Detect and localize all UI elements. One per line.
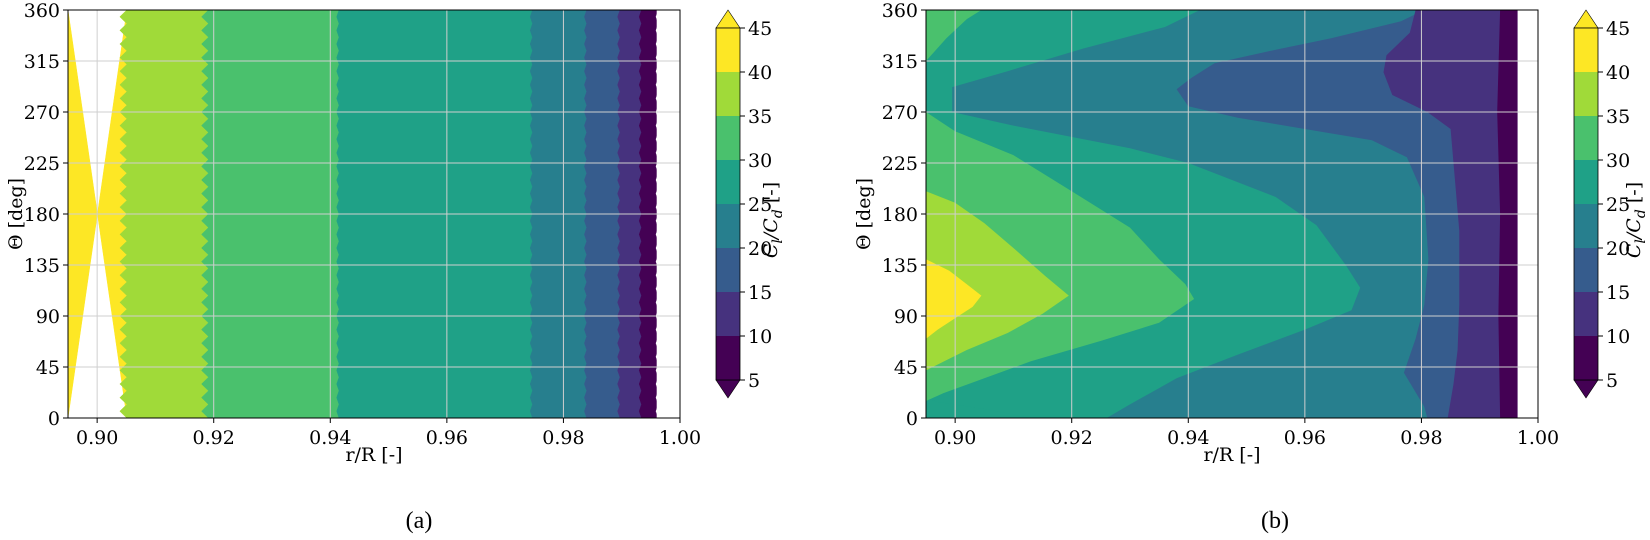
colorbar-band <box>1574 204 1598 248</box>
y-tick-label: 0 <box>48 408 60 430</box>
panel-label-b: (b) <box>1261 508 1289 534</box>
panel-a: 0.90 0.92 0.94 0.96 0.98 1.00 0 45 90 135 180 225 2… <box>5 0 786 534</box>
y-tick-label: 180 <box>24 204 60 226</box>
y-tick-label: 270 <box>882 102 918 124</box>
y-tick-label: 315 <box>882 51 918 73</box>
colorbar-tick-label: 30 <box>748 150 772 172</box>
contour-band <box>926 259 982 339</box>
x-axis-label-b: r/R [-] <box>1203 444 1260 466</box>
x-tick-label: 0.90 <box>934 427 976 449</box>
colorbar-band <box>716 28 740 72</box>
y-tick-label: 180 <box>882 204 918 226</box>
grid-a <box>68 10 680 418</box>
colorbar-band <box>1574 28 1598 72</box>
colorbar-b: 5 10 15 20 25 30 35 40 45 <box>1573 9 1630 399</box>
colorbar-tick-label: 30 <box>1606 150 1630 172</box>
x-axis-label-a: r/R [-] <box>345 444 402 466</box>
x-tick-label: 0.94 <box>309 427 351 449</box>
y-tick-label: 0 <box>906 408 918 430</box>
x-tick-label: 0.96 <box>426 427 468 449</box>
y-tick-label: 225 <box>24 153 60 175</box>
y-axis-label-b: Θ [deg] <box>853 178 875 250</box>
colorbar-tick-label: 45 <box>1606 18 1630 40</box>
panel-label-a: (a) <box>406 508 433 534</box>
colorbar-tick-label: 20 <box>748 238 772 260</box>
y-ticks-a: 0 45 90 135 180 225 270 315 360 <box>24 0 68 430</box>
colorbar-extend-min <box>715 379 741 399</box>
y-tick-label: 315 <box>24 51 60 73</box>
x-tick-label: 0.98 <box>1400 427 1442 449</box>
colorbar-band <box>1574 248 1598 292</box>
colorbar-band <box>1574 336 1598 380</box>
colorbar-tick-label: 10 <box>748 326 772 348</box>
x-ticks-b: 0.90 0.92 0.94 0.96 0.98 1.00 <box>934 418 1559 449</box>
colorbar-band <box>716 72 740 116</box>
colorbar-tick-label: 10 <box>1606 326 1630 348</box>
contour-band <box>926 191 1069 371</box>
colorbar-tick-label: 40 <box>748 62 772 84</box>
y-ticks-b: 0 45 90 135 180 225 270 315 360 <box>882 0 926 430</box>
contour-band <box>926 397 1031 418</box>
colorbar-band <box>716 116 740 160</box>
y-tick-label: 225 <box>882 153 918 175</box>
contour-band <box>926 10 982 61</box>
colorbar-band <box>716 160 740 204</box>
y-tick-label: 45 <box>36 357 60 379</box>
colorbar-band <box>716 204 740 248</box>
y-tick-label: 360 <box>882 0 918 22</box>
y-tick-label: 270 <box>24 102 60 124</box>
y-tick-label: 135 <box>882 255 918 277</box>
x-tick-label: 0.94 <box>1167 427 1209 449</box>
x-tick-label: 0.92 <box>193 427 235 449</box>
colorbar-tick-label: 20 <box>1606 238 1630 260</box>
x-ticks-a: 0.90 0.92 0.94 0.96 0.98 1.00 <box>76 418 701 449</box>
y-tick-label: 45 <box>894 357 918 379</box>
colorbar-band <box>1574 292 1598 336</box>
colorbar-band <box>716 292 740 336</box>
panel-b: 0.90 0.92 0.94 0.96 0.98 1.00 0 45 90 135 180 225 2… <box>853 0 1649 534</box>
x-tick-label: 0.92 <box>1051 427 1093 449</box>
colorbar-tick-label: 35 <box>748 106 772 128</box>
x-tick-label: 0.96 <box>1284 427 1326 449</box>
y-tick-label: 90 <box>894 306 918 328</box>
x-tick-label: 1.00 <box>659 427 701 449</box>
colorbar-tick-label: 5 <box>1606 370 1618 392</box>
x-tick-label: 0.98 <box>542 427 584 449</box>
x-tick-label: 1.00 <box>1517 427 1559 449</box>
y-tick-label: 90 <box>36 306 60 328</box>
colorbar-tick-label: 35 <box>1606 106 1630 128</box>
colorbar-extend-max <box>1573 9 1599 29</box>
colorbar-tick-label: 15 <box>748 282 772 304</box>
colorbar-label-b: Cl/Cd [-] <box>1623 182 1649 258</box>
colorbar-band <box>1574 160 1598 204</box>
colorbar-tick-label: 5 <box>748 370 760 392</box>
colorbar-extend-min <box>1573 379 1599 399</box>
y-tick-label: 360 <box>24 0 60 22</box>
colorbar-a: 5 10 15 20 25 30 35 40 45 <box>715 9 772 399</box>
colorbar-tick-label: 15 <box>1606 282 1630 304</box>
colorbar-tick-label: 25 <box>1606 194 1630 216</box>
colorbar-label-a: Cl/Cd [-] <box>760 182 786 258</box>
grid-b <box>926 10 1538 418</box>
colorbar-band <box>1574 116 1598 160</box>
colorbar-tick-label: 45 <box>748 18 772 40</box>
colorbar-tick-label: 25 <box>748 194 772 216</box>
colorbar-tick-label: 40 <box>1606 62 1630 84</box>
x-tick-label: 0.90 <box>76 427 118 449</box>
y-axis-label-a: Θ [deg] <box>5 178 27 250</box>
y-tick-label: 135 <box>24 255 60 277</box>
colorbar-band <box>716 336 740 380</box>
colorbar-band <box>1574 72 1598 116</box>
colorbar-band <box>716 248 740 292</box>
colorbar-extend-max <box>715 9 741 29</box>
